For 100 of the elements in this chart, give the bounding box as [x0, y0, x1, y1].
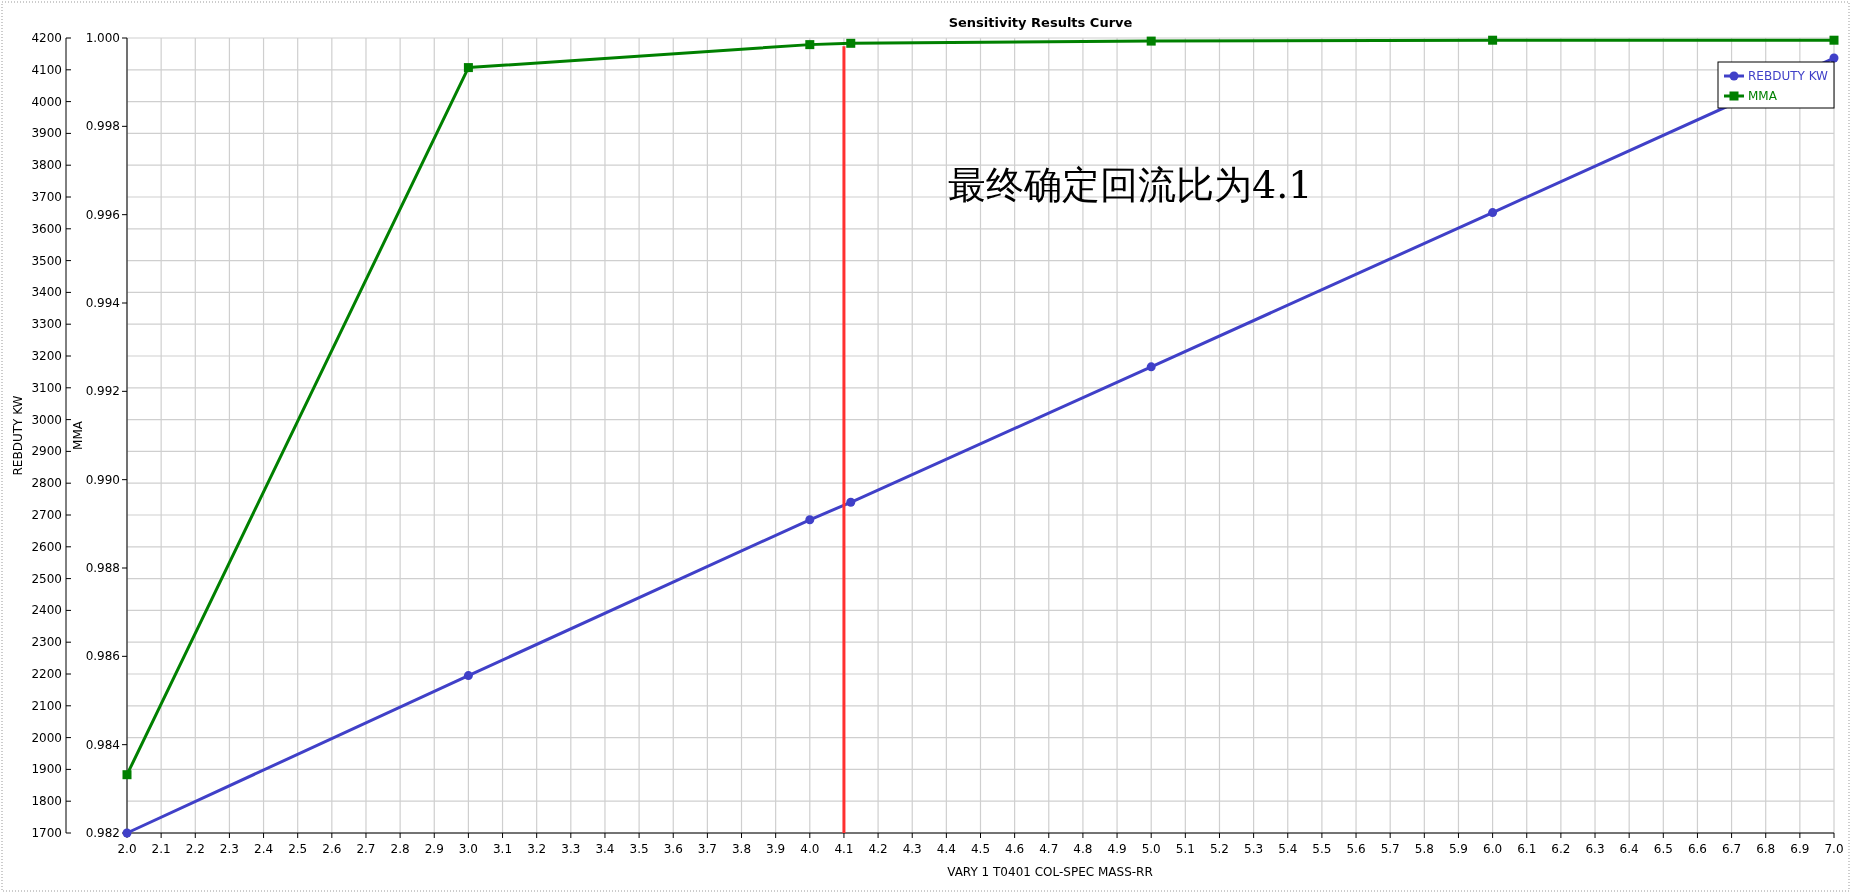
x-tick-label: 6.0	[1483, 842, 1503, 856]
y-tick-label: 3000	[31, 412, 62, 427]
x-tick-label: 5.9	[1448, 842, 1469, 856]
y-tick-label: 2200	[31, 667, 62, 681]
y2-tick-label: 0.994	[85, 296, 120, 310]
point	[463, 671, 473, 681]
x-tick-label: 6.1	[1517, 842, 1537, 856]
point	[805, 40, 815, 50]
point	[805, 515, 815, 525]
y-tick-label: 3600	[31, 221, 62, 236]
x-tick-label: 6.4	[1619, 842, 1639, 856]
x-tick-label: 3.9	[766, 842, 786, 856]
x-tick-label: 2.8	[390, 842, 410, 856]
y-tick-label: 3100	[31, 380, 62, 395]
x-tick-label: 5.1	[1175, 842, 1195, 856]
x-tick-label: 2.3	[219, 842, 239, 856]
x-tick-label: 6.5	[1653, 842, 1673, 856]
x-tick-label: 6.9	[1790, 842, 1810, 856]
y-tick-label: 3400	[31, 285, 62, 300]
x-tick-label: 2.1	[151, 842, 171, 856]
y-tick-label: 4100	[31, 62, 62, 77]
x-tick-label: 2.0	[117, 842, 137, 856]
x-tick-label: 3.3	[561, 842, 581, 856]
legend-label: MMA	[1748, 89, 1778, 103]
y2-tick-label: 1.000	[85, 31, 120, 45]
x-tick-label: 4.6	[1005, 842, 1025, 856]
x-tick-label: 5.4	[1278, 842, 1298, 856]
x-tick-label: 4.0	[800, 842, 820, 856]
x-tick-label: 3.7	[697, 842, 717, 856]
x-axis-title: VARY 1 T0401 COL-SPEC MASS-RR	[947, 865, 1153, 879]
x-tick-label: 2.4	[254, 842, 274, 856]
y-tick-label: 2300	[31, 635, 62, 650]
y-tick-label: 2100	[31, 698, 62, 713]
y2-tick-label: 0.986	[85, 649, 120, 664]
x-tick-label: 6.8	[1756, 842, 1776, 856]
y-tick-label: 3700	[31, 190, 62, 204]
point	[1488, 35, 1498, 45]
x-tick-label: 4.9	[1107, 842, 1127, 856]
y2-tick-label: 0.984	[85, 737, 120, 752]
x-tick-label: 3.8	[731, 842, 752, 856]
y-tick-label: 1700	[31, 826, 62, 840]
x-tick-label: 6.6	[1687, 842, 1707, 856]
x-tick-label: 6.3	[1585, 842, 1605, 856]
y2-tick-label: 0.992	[85, 384, 120, 399]
x-tick-label: 2.5	[288, 842, 308, 856]
x-tick-label: 4.2	[868, 842, 888, 856]
y-tick-label: 1900	[31, 762, 62, 777]
x-tick-label: 2.6	[322, 842, 342, 856]
x-tick-label: 2.9	[424, 842, 444, 856]
point	[846, 497, 856, 507]
x-tick-label: 4.4	[936, 842, 956, 856]
x-tick-label: 4.3	[902, 842, 922, 856]
point	[1829, 35, 1839, 45]
point	[463, 63, 473, 73]
y2-tick-label: 0.990	[85, 472, 120, 487]
x-tick-label: 5.6	[1346, 842, 1366, 856]
y2-axis-title: MMA	[71, 420, 85, 450]
x-tick-label: 7.0	[1824, 842, 1844, 856]
point	[1488, 208, 1498, 218]
chart-title: Sensitivity Results Curve	[948, 15, 1133, 30]
y-tick-label: 2400	[31, 603, 62, 618]
x-tick-label: 5.2	[1209, 842, 1230, 856]
x-tick-label: 5.5	[1312, 842, 1332, 856]
point	[846, 38, 856, 48]
y-tick-label: 3800	[31, 158, 62, 173]
y-tick-label: 2700	[31, 508, 62, 522]
y-tick-label: 3500	[31, 253, 62, 268]
y-tick-label: 4000	[31, 94, 62, 109]
x-tick-label: 2.7	[356, 842, 376, 856]
y-tick-label: 3900	[31, 126, 62, 141]
x-tick-label: 5.8	[1414, 842, 1434, 856]
y-tick-label: 2000	[31, 730, 62, 745]
x-tick-label: 5.3	[1244, 842, 1264, 856]
x-tick-label: 4.1	[834, 842, 854, 856]
x-tick-label: 3.2	[527, 842, 547, 856]
y-axis-title: REBDUTY KW	[11, 395, 25, 476]
x-tick-label: 3.4	[595, 842, 615, 856]
x-tick-label: 3.5	[629, 842, 649, 856]
y-tick-label: 4200	[31, 31, 62, 45]
point	[122, 770, 132, 780]
legend-label: REBDUTY KW	[1748, 69, 1829, 83]
x-tick-label: 6.7	[1722, 842, 1742, 856]
y2-tick-label: 0.988	[85, 561, 120, 575]
y-tick-label: 2500	[31, 571, 62, 586]
x-tick-label: 6.2	[1551, 842, 1571, 856]
x-tick-label: 4.5	[970, 842, 991, 856]
y-tick-label: 2800	[31, 476, 62, 491]
x-tick-label: 4.7	[1039, 842, 1059, 856]
y2-tick-label: 0.982	[85, 826, 120, 840]
x-tick-label: 5.7	[1380, 842, 1400, 856]
y2-tick-label: 0.996	[85, 207, 120, 222]
x-tick-label: 3.6	[663, 842, 683, 856]
y-tick-label: 2900	[31, 444, 62, 459]
annotation: 最终确定回流比为4.1	[948, 163, 1313, 207]
y-tick-label: 1800	[31, 794, 62, 809]
x-tick-label: 3.1	[492, 842, 513, 856]
y-tick-label: 3300	[31, 317, 62, 332]
x-tick-label: 3.0	[458, 842, 478, 856]
x-tick-label: 2.2	[185, 842, 205, 856]
x-tick-label: 4.8	[1073, 842, 1093, 856]
